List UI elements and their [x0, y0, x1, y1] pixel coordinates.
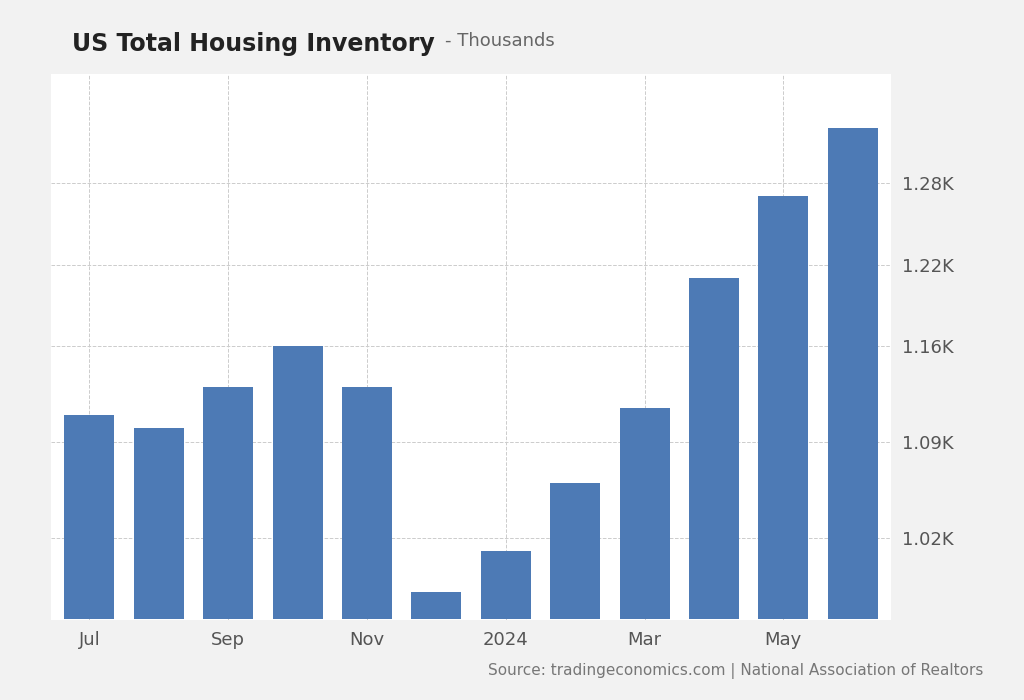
Bar: [827, 128, 878, 620]
Bar: [550, 483, 600, 620]
Bar: [134, 428, 183, 620]
Bar: [203, 387, 253, 620]
Text: US Total Housing Inventory: US Total Housing Inventory: [72, 32, 434, 55]
Bar: [65, 414, 115, 620]
Bar: [759, 196, 808, 620]
Text: - Thousands: - Thousands: [445, 32, 555, 50]
Bar: [480, 551, 530, 620]
Text: Source: tradingeconomics.com | National Association of Realtors: Source: tradingeconomics.com | National …: [487, 663, 983, 679]
Bar: [689, 278, 739, 620]
Bar: [272, 346, 323, 620]
Bar: [412, 592, 462, 620]
Bar: [342, 387, 392, 620]
Bar: [620, 408, 670, 620]
